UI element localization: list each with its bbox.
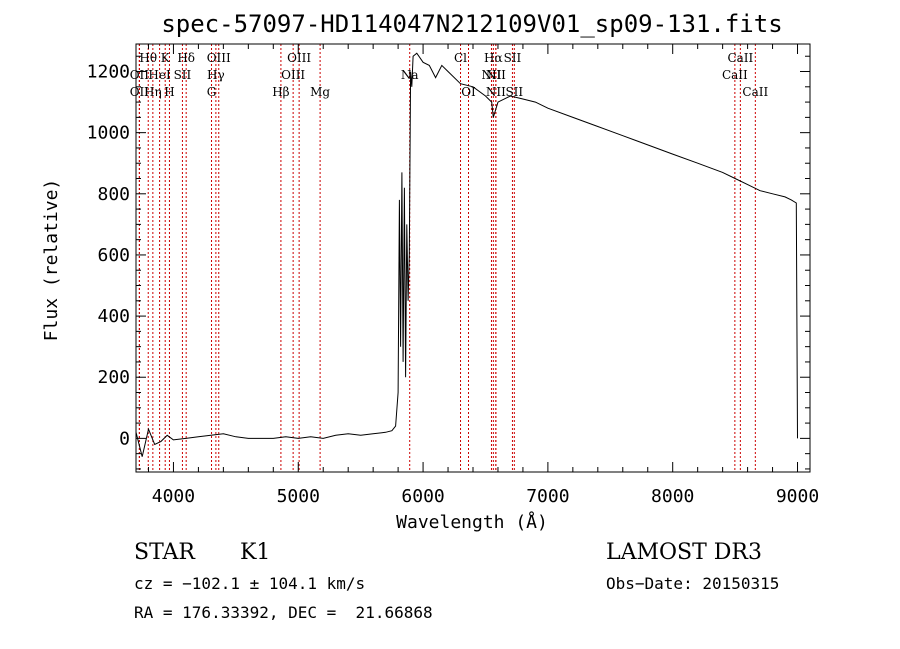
y-tick-label: 600 bbox=[97, 245, 130, 266]
x-tick-label: 7000 bbox=[526, 486, 569, 507]
spectrum-line bbox=[135, 52, 798, 457]
spectral-line-label: G bbox=[207, 85, 217, 99]
spectral-line-label: Hγ bbox=[207, 68, 225, 82]
spectral-line-label: OII bbox=[130, 85, 150, 99]
spectral-line-markers bbox=[138, 44, 756, 472]
x-axis-ticks: 4000 5000 6000 7000 8000 9000 bbox=[147, 44, 819, 507]
spectral-line-label: Hα bbox=[484, 51, 503, 65]
object-class: STAR bbox=[134, 540, 195, 565]
y-tick-label: 1000 bbox=[87, 123, 130, 144]
x-tick-label: 5000 bbox=[277, 486, 320, 507]
spectral-line-label: SII bbox=[504, 51, 522, 65]
spectral-line-label: H bbox=[164, 85, 174, 99]
spectral-line-label: Na bbox=[401, 68, 419, 82]
spectral-line-label: Hβ bbox=[272, 85, 289, 99]
spectral-line-label: HeI bbox=[148, 68, 171, 82]
survey-name: LAMOST DR3 bbox=[606, 540, 762, 565]
spectral-line-label: Hθ bbox=[139, 51, 157, 65]
observation-date: Obs−Date: 20150315 bbox=[606, 574, 780, 593]
spectral-line-label: Hδ bbox=[177, 51, 195, 65]
y-tick-label: 200 bbox=[97, 367, 130, 388]
spectral-line-label: SII bbox=[174, 68, 192, 82]
spectral-line-label: OIII bbox=[207, 51, 231, 65]
plot-frame bbox=[135, 43, 811, 473]
x-axis-label: Wavelength (Å) bbox=[396, 511, 548, 533]
spectral-line-label: CaII bbox=[722, 68, 748, 82]
y-tick-label: 400 bbox=[97, 306, 130, 327]
x-tick-label: 4000 bbox=[152, 486, 195, 507]
chart-title: spec-57097-HD114047N212109V01_sp09-131.f… bbox=[161, 10, 782, 38]
spectral-line-label: NII bbox=[486, 85, 506, 99]
coordinates: RA = 176.33392, DEC = 21.66868 bbox=[134, 603, 433, 622]
y-tick-label: 0 bbox=[119, 428, 130, 449]
y-tick-label: 800 bbox=[97, 184, 130, 205]
spectral-line-label: K bbox=[161, 51, 171, 65]
spectral-line-label: Hη bbox=[144, 85, 162, 99]
y-axis-label: Flux (relative) bbox=[41, 179, 62, 342]
object-subclass: K1 bbox=[240, 540, 271, 565]
spectral-line-label: OI bbox=[461, 85, 476, 99]
spectral-line-label: NII bbox=[486, 68, 506, 82]
spectral-line-label: SII bbox=[505, 85, 523, 99]
spectral-line-label: CaII bbox=[727, 51, 753, 65]
spectral-line-label: OIII bbox=[281, 68, 305, 82]
y-tick-label: 1200 bbox=[87, 62, 130, 83]
x-tick-label: 8000 bbox=[651, 486, 694, 507]
spectral-line-label: CaII bbox=[742, 85, 768, 99]
spectral-line-label: OII bbox=[130, 68, 150, 82]
spectral-line-label: OIII bbox=[287, 51, 311, 65]
spectral-line-label: NII bbox=[481, 68, 501, 82]
x-tick-label: 6000 bbox=[401, 486, 444, 507]
redshift-cz: cz = −102.1 ± 104.1 km/s bbox=[134, 574, 366, 593]
spectral-line-label: Mg bbox=[310, 85, 330, 99]
y-axis-ticks: 0 200 400 600 800 1000 1200 bbox=[87, 55, 810, 470]
spectral-line-label: Cl bbox=[454, 51, 467, 65]
x-tick-label: 9000 bbox=[776, 486, 819, 507]
